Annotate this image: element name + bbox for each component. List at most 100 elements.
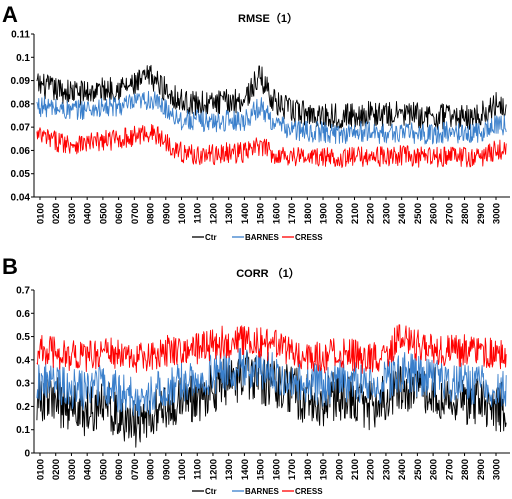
y-tick-label: 0.2 (16, 402, 30, 413)
x-tick-label: 1700 (287, 203, 298, 224)
x-tick-label: 1700 (287, 459, 298, 480)
x-tick-label: 0600 (114, 203, 125, 224)
x-tick-label: 2000 (334, 459, 345, 480)
x-tick-label: 0800 (146, 459, 157, 480)
x-tick-label: 2700 (444, 203, 455, 224)
x-tick-label: 0200 (51, 203, 62, 224)
x-tick-label: 0400 (83, 459, 94, 480)
x-tick-label: 2000 (334, 203, 345, 224)
y-tick-label: 0 (24, 449, 30, 460)
x-tick-label: 2400 (397, 459, 408, 480)
x-tick-label: 1900 (319, 459, 330, 480)
x-tick-label: 2300 (381, 459, 392, 480)
x-tick-label: 0600 (114, 459, 125, 480)
x-tick-label: 1200 (208, 203, 219, 224)
x-tick-label: 1200 (208, 459, 219, 480)
x-tick-label: 2500 (413, 459, 424, 480)
x-tick-label: 1000 (177, 459, 188, 480)
y-tick-label: 0.4 (16, 355, 30, 366)
x-tick-labels: 0100 0200 0300 0400 0500 0600 0700 0800 0900 1000… (36, 203, 503, 224)
x-tick-label: 0300 (67, 203, 78, 224)
panel-letter-a: A (2, 2, 18, 27)
x-tick-label: 2100 (350, 459, 361, 480)
x-tick-label: 2500 (413, 203, 424, 224)
x-tick-label: 0900 (161, 203, 172, 224)
chart-title-corr: CORR （1） (236, 267, 300, 280)
y-tick-label: 0.7 (16, 286, 30, 297)
x-tick-label: 1100 (193, 203, 204, 224)
legend-label-barnes: BARNES (245, 233, 279, 242)
x-tick-label: 2200 (366, 459, 377, 480)
x-tick-label: 1900 (319, 203, 330, 224)
y-tick-label: 0.1 (16, 53, 30, 64)
x-tick-label: 1100 (193, 459, 204, 480)
y-tick-label: 0.1 (16, 425, 30, 436)
y-tick-label: 0.08 (11, 99, 31, 110)
panel-letter-b: B (2, 254, 18, 279)
x-tick-label: 0800 (146, 203, 157, 224)
x-tick-label: 0700 (130, 459, 141, 480)
x-tick-label: 1000 (177, 203, 188, 224)
series-line-cress (36, 324, 507, 374)
x-tick-label: 1400 (240, 459, 251, 480)
x-tick-label: 2200 (366, 203, 377, 224)
x-tick-label: 2600 (429, 203, 440, 224)
panel-a-rmse-chart: A RMSE（1） 0.04 0.05 0.06 0.07 0.08 0.09 0.1 0.1… (2, 2, 510, 242)
x-tick-label: 3000 (492, 203, 503, 224)
x-tick-label: 2300 (381, 203, 392, 224)
x-tick-label: 1600 (271, 203, 282, 224)
series-line-barnes (36, 347, 507, 417)
x-tick-label: 1300 (224, 459, 235, 480)
y-tick-label: 0.07 (11, 123, 31, 134)
x-tick-label: 2400 (397, 203, 408, 224)
y-tick-label: 0.04 (11, 193, 31, 204)
y-tick-label: 0.3 (16, 379, 30, 390)
series-line-ctr (36, 64, 507, 131)
legend: Ctr BARNES CRESS (192, 233, 323, 242)
x-tick-label: 3000 (492, 459, 503, 480)
y-tick-labels: 0.04 0.05 0.06 0.07 0.08 0.09 0.1 0.11 (11, 30, 31, 204)
x-tick-label: 2100 (350, 203, 361, 224)
x-tick-label: 0300 (67, 459, 78, 480)
x-tick-labels: 0100 0200 0300 0400 0500 0600 0700 0800 0900 1000… (36, 459, 503, 480)
legend-label-cress: CRESS (295, 487, 323, 496)
y-tick-label: 0.6 (16, 309, 30, 320)
x-tick-label: 1800 (303, 459, 314, 480)
x-tick-label: 0400 (83, 203, 94, 224)
x-tick-label: 0500 (98, 203, 109, 224)
x-tick-label: 0700 (130, 203, 141, 224)
y-tick-label: 0.11 (11, 30, 30, 41)
legend-label-ctr: Ctr (205, 487, 217, 496)
x-tick-label: 2700 (444, 459, 455, 480)
x-tick-label: 1300 (224, 203, 235, 224)
y-tick-label: 0.06 (11, 146, 31, 157)
y-tick-label: 0.5 (16, 332, 30, 343)
x-tick-label: 0100 (36, 203, 47, 224)
axes (31, 33, 510, 200)
x-tick-label: 1600 (271, 459, 282, 480)
x-tick-label: 1500 (256, 203, 267, 224)
x-tick-label: 1500 (256, 459, 267, 480)
x-tick-label: 0200 (51, 459, 62, 480)
x-tick-label: 0100 (36, 459, 47, 480)
legend-label-barnes: BARNES (245, 487, 279, 496)
x-tick-label: 1800 (303, 203, 314, 224)
x-tick-label: 1400 (240, 203, 251, 224)
legend: Ctr BARNES CRESS (192, 487, 323, 496)
y-tick-labels: 0 0.1 0.2 0.3 0.4 0.5 0.6 0.7 (16, 286, 30, 460)
series-line-cress (36, 123, 507, 168)
x-tick-label: 2800 (460, 203, 471, 224)
x-tick-label: 0900 (161, 459, 172, 480)
chart-title-rmse: RMSE（1） (238, 12, 298, 25)
x-tick-label: 2800 (460, 459, 471, 480)
y-tick-label: 0.05 (11, 169, 31, 180)
panel-b-corr-chart: B CORR （1） 0 0.1 0.2 0.3 0.4 0.5 0.6 0.7 0100 02… (2, 254, 510, 496)
axes (31, 289, 510, 456)
x-tick-label: 0500 (98, 459, 109, 480)
y-tick-label: 0.09 (11, 76, 31, 87)
series-lines (36, 324, 507, 448)
x-tick-label: 2900 (476, 459, 487, 480)
series-line-barnes (36, 90, 507, 145)
x-tick-label: 2900 (476, 203, 487, 224)
